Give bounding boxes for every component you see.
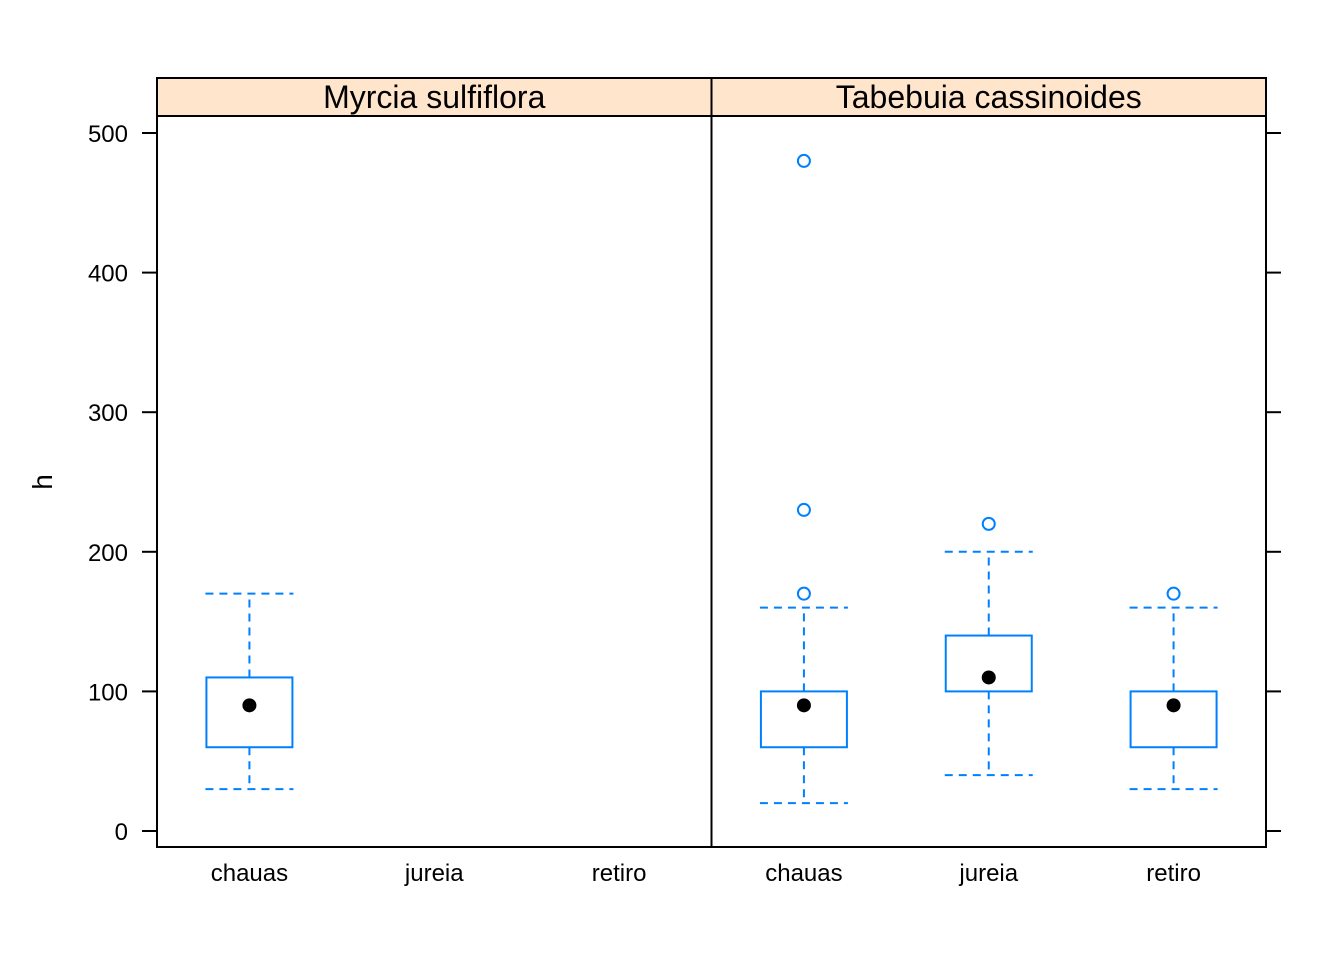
box-retiro <box>1129 586 1218 791</box>
x-tick-label: jureia <box>958 860 1018 887</box>
box-body <box>759 690 848 749</box>
box-jureia <box>944 516 1033 777</box>
outlier-point <box>981 516 996 531</box>
x-tick-label: retiro <box>592 860 647 887</box>
panel-frame <box>710 115 1267 848</box>
panel-strip-label: Myrcia sulfiflora <box>323 79 545 115</box>
x-tick-label: retiro <box>1146 860 1201 887</box>
outlier-point <box>1166 586 1181 601</box>
x-tick-label: chauas <box>765 860 842 887</box>
panel-1: Myrcia sulfiflora chauas jureia retiro <box>156 77 713 887</box>
median-dot <box>796 698 811 713</box>
y-tick-label: 500 <box>88 121 128 148</box>
median-dot <box>1166 698 1181 713</box>
y-tick-label: 300 <box>88 400 128 427</box>
panel-frame <box>156 115 713 848</box>
x-tick-label: chauas <box>211 860 288 887</box>
x-tick-label: jureia <box>404 860 464 887</box>
y-axis-title: h <box>27 474 58 490</box>
y-tick-label: 100 <box>88 679 128 706</box>
y-tick-label: 200 <box>88 540 128 567</box>
y-tick-label: 0 <box>115 819 128 846</box>
panel-strip-label: Tabebuia cassinoides <box>836 79 1142 115</box>
median-dot <box>242 698 257 713</box>
y-axis: 0 100 200 300 400 500 <box>88 121 1281 846</box>
outlier-point <box>796 502 811 517</box>
box-body <box>1129 690 1218 749</box>
outlier-point <box>796 153 811 168</box>
box-chauas <box>759 153 848 805</box>
box-chauas <box>205 592 294 791</box>
panel-2: Tabebuia cassinoides chauas jureia retiro <box>710 77 1267 887</box>
box-body <box>205 676 294 749</box>
box-body <box>944 634 1033 693</box>
y-tick-label: 400 <box>88 261 128 288</box>
median-dot <box>981 670 996 685</box>
panel-strip <box>156 77 713 117</box>
outlier-point <box>796 586 811 601</box>
